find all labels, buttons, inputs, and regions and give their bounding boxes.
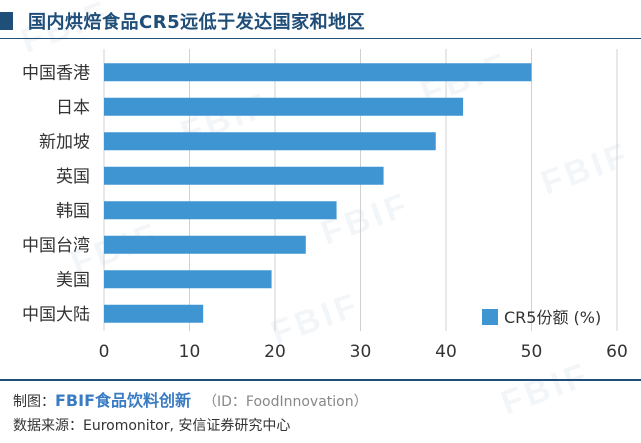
bar [104, 201, 337, 220]
category-label: 韩国 [56, 201, 90, 221]
category-label: 美国 [56, 270, 90, 290]
category-label: 中国大陆 [22, 305, 90, 325]
legend-label: CR5份额 (%) [504, 308, 601, 327]
credit-line: 制图：FBIF食品饮料创新 （ID：FoodInnovation） [13, 387, 368, 411]
category-label: 中国香港 [22, 63, 90, 83]
bar [104, 97, 464, 116]
x-tick-label: 50 [521, 342, 543, 362]
x-tick-label: 60 [606, 342, 628, 362]
credit-id: （ID：FoodInnovation） [203, 394, 368, 410]
title-rule [0, 38, 641, 39]
credit-brand: FBIF食品饮料创新 [55, 391, 192, 410]
bar [104, 63, 532, 82]
credit-prefix: 制图： [13, 394, 55, 410]
legend-swatch [482, 309, 498, 325]
x-tick-label: 20 [264, 342, 286, 362]
category-label: 中国台湾 [22, 236, 90, 256]
title-marker [0, 12, 13, 30]
category-label: 日本 [56, 98, 90, 118]
bar [104, 235, 306, 254]
bar [104, 166, 384, 185]
title-bar: 国内烘焙食品CR5远低于发达国家和地区 [0, 2, 641, 36]
category-label: 新加坡 [39, 132, 90, 152]
chart-title: 国内烘焙食品CR5远低于发达国家和地区 [28, 12, 366, 33]
bar [104, 132, 436, 151]
source-line: 数据来源：Euromonitor, 安信证券研究中心 [13, 418, 291, 434]
bar [104, 304, 204, 323]
x-tick-label: 30 [350, 342, 372, 362]
bar [104, 270, 272, 289]
category-label: 英国 [56, 167, 90, 187]
x-tick-label: 40 [435, 342, 457, 362]
footer-rule [0, 379, 641, 381]
x-tick-label: 0 [99, 342, 110, 362]
x-tick-label: 10 [179, 342, 201, 362]
